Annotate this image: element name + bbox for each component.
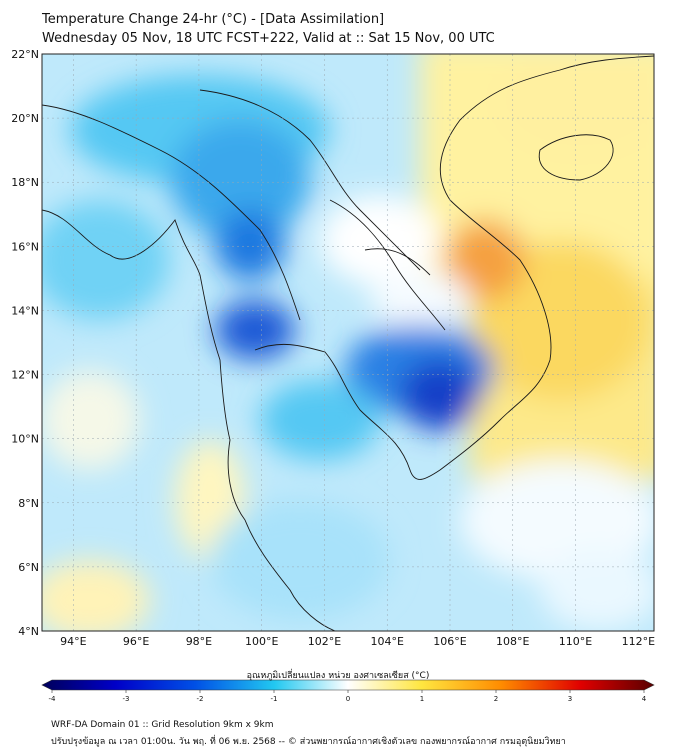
lon-label: 100°E: [245, 635, 278, 648]
lon-label: 104°E: [371, 635, 404, 648]
colorbar-tick-label: 2: [494, 695, 498, 703]
colorbar-title: อุณหภูมิเปลี่ยนแปลง หน่วย องศาเซลเซียส (…: [246, 671, 430, 681]
lat-label: 18°N: [11, 176, 39, 189]
lat-label: 6°N: [18, 561, 39, 574]
chart-subtitle: Wednesday 05 Nov, 18 UTC FCST+222, Valid…: [42, 31, 495, 46]
lat-label: 4°N: [18, 625, 39, 638]
colorbar-tick-label: 3: [568, 695, 572, 703]
grid-lines: [42, 54, 654, 631]
lat-label: 16°N: [11, 240, 39, 253]
lon-label: 108°E: [496, 635, 529, 648]
coastline: [42, 55, 654, 631]
colorbar-tick-label: -2: [197, 695, 204, 703]
colorbar: -4 -3 -2 -1 0 1 2 3 4: [41, 679, 655, 703]
lat-label: 22°N: [11, 48, 39, 61]
lat-label: 14°N: [11, 304, 39, 317]
colorbar-tick-label: 0: [346, 695, 350, 703]
footer-credit: ปรับปรุงข้อมูล ณ เวลา 01:00น. วัน พฤ. ที…: [51, 737, 566, 747]
colorbar-tick-label: -1: [271, 695, 278, 703]
footer-domain-info: WRF-DA Domain 01 :: Grid Resolution 9km …: [51, 720, 274, 730]
latitude-labels: 22°N 20°N 18°N 16°N 14°N 12°N 10°N 8°N 6°N 4°N: [11, 48, 39, 638]
chart-title: Temperature Change 24-hr (°C) - [Data As…: [42, 12, 385, 27]
lat-label: 8°N: [18, 497, 39, 510]
lat-label: 10°N: [11, 433, 39, 446]
lat-label: 12°N: [11, 369, 39, 382]
map-frame: [41, 53, 655, 632]
lon-label: 98°E: [186, 635, 212, 648]
lon-label: 110°E: [559, 635, 592, 648]
longitude-labels: 94°E 96°E 98°E 100°E 102°E 104°E 106°E 108°E 110…: [60, 635, 655, 648]
lon-label: 112°E: [622, 635, 655, 648]
lon-label: 96°E: [123, 635, 149, 648]
lon-label: 106°E: [433, 635, 466, 648]
temperature-field: [42, 54, 654, 631]
lat-label: 20°N: [11, 112, 39, 125]
colorbar-tick-label: 1: [420, 695, 424, 703]
colorbar-tick-label: -3: [123, 695, 130, 703]
colorbar-tick-label: 4: [642, 695, 647, 703]
lon-label: 94°E: [60, 635, 86, 648]
colorbar-tick-label: -4: [49, 695, 57, 703]
lon-label: 102°E: [308, 635, 341, 648]
